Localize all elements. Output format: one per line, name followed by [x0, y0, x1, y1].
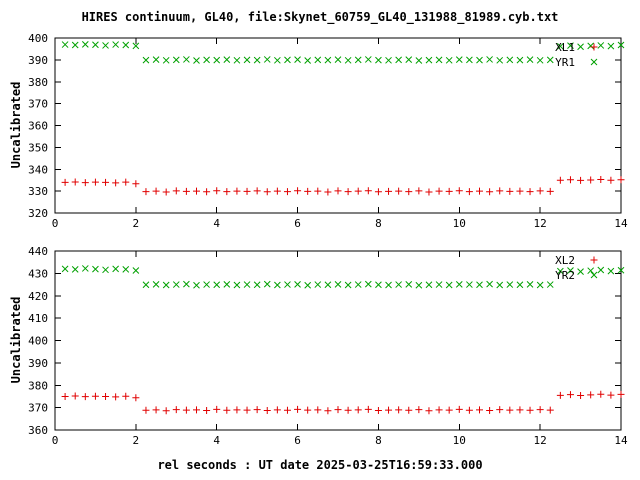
svg-text:390: 390	[28, 357, 48, 370]
svg-text:0: 0	[52, 434, 59, 447]
svg-text:2: 2	[133, 434, 140, 447]
svg-text:390: 390	[28, 54, 48, 67]
svg-text:430: 430	[28, 267, 48, 280]
bottom-panel-plot: 0 2 4 6 8 10 12 14 360 370 380 390 400 410 420 430 440 XL…	[28, 245, 628, 447]
svg-text:6: 6	[294, 217, 301, 230]
svg-text:XL2: XL2	[555, 254, 575, 267]
svg-text:14: 14	[614, 434, 628, 447]
top-panel-plot: 0 2 4 6 8 10 12 14 320 330 340 350 360 370 380 390 400 XL…	[28, 32, 628, 230]
svg-text:370: 370	[28, 98, 48, 111]
svg-text:410: 410	[28, 312, 48, 325]
svg-text:400: 400	[28, 32, 48, 45]
svg-text:12: 12	[534, 434, 547, 447]
svg-text:380: 380	[28, 76, 48, 89]
svg-text:10: 10	[453, 217, 466, 230]
svg-text:14: 14	[614, 217, 628, 230]
svg-text:8: 8	[375, 434, 382, 447]
svg-text:4: 4	[213, 434, 220, 447]
svg-text:YR2: YR2	[555, 269, 575, 282]
svg-text:2: 2	[133, 217, 140, 230]
svg-text:12: 12	[534, 217, 547, 230]
chart-title: HIRES continuum, GL40, file:Skynet_60759…	[81, 10, 559, 24]
svg-text:370: 370	[28, 402, 48, 415]
svg-text:340: 340	[28, 163, 48, 176]
svg-text:4: 4	[213, 217, 220, 230]
svg-text:320: 320	[28, 207, 48, 220]
svg-text:360: 360	[28, 120, 48, 133]
x-axis-label: rel seconds : UT date 2025-03-25T16:59:3…	[157, 458, 483, 472]
svg-text:8: 8	[375, 217, 382, 230]
svg-text:0: 0	[52, 217, 59, 230]
svg-text:XL1: XL1	[555, 41, 575, 54]
svg-text:10: 10	[453, 434, 466, 447]
svg-text:6: 6	[294, 434, 301, 447]
svg-text:350: 350	[28, 141, 48, 154]
svg-text:330: 330	[28, 185, 48, 198]
svg-text:420: 420	[28, 290, 48, 303]
svg-text:360: 360	[28, 424, 48, 437]
svg-text:YR1: YR1	[555, 56, 575, 69]
svg-text:400: 400	[28, 335, 48, 348]
svg-text:380: 380	[28, 379, 48, 392]
svg-text:440: 440	[28, 245, 48, 258]
